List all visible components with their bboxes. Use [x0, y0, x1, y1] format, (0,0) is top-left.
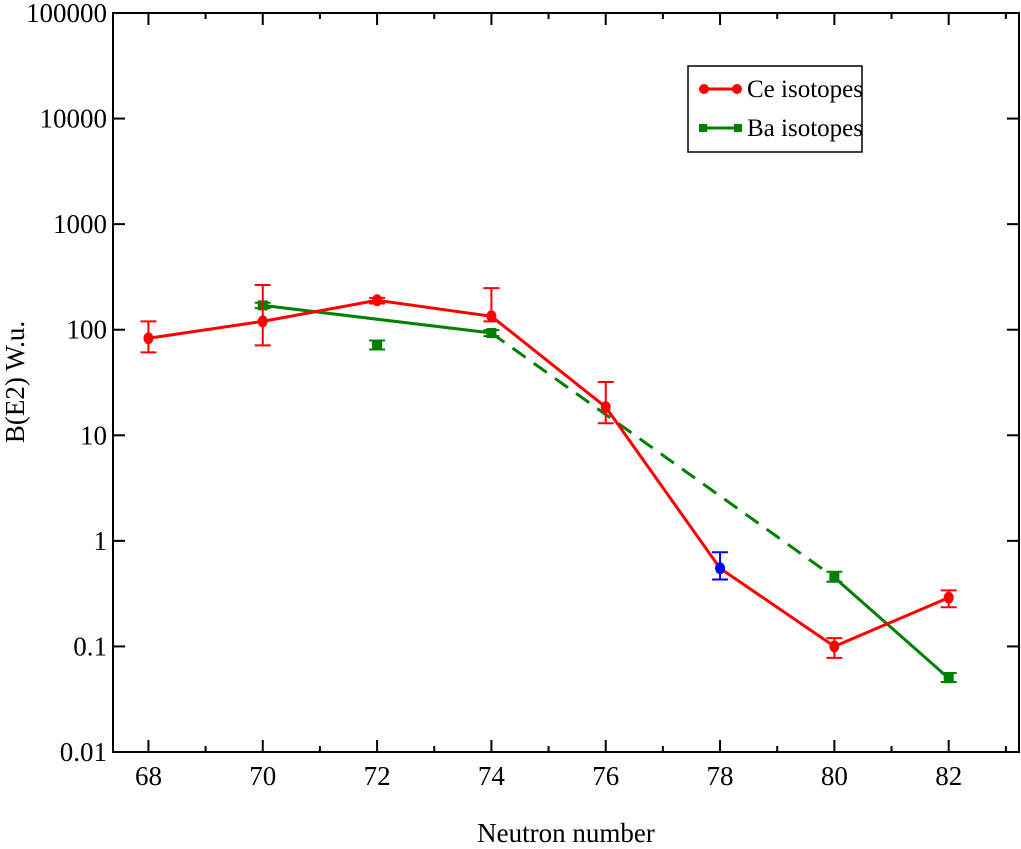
y-tick-label: 0.1 [73, 631, 107, 661]
x-tick-label: 72 [364, 761, 391, 791]
x-axis-title: Neutron number [477, 818, 655, 848]
y-tick-label: 0.01 [60, 737, 107, 767]
ce-data-point [829, 640, 840, 653]
ba-data-point [829, 572, 840, 583]
x-tick-label: 74 [478, 761, 506, 791]
x-tick-label: 68 [135, 761, 162, 791]
legend-marker-ce [699, 84, 709, 94]
legend-label-ce: Ce isotopes [747, 76, 863, 103]
y-tick-label: 100000 [26, 0, 107, 28]
ba-series-line [833, 576, 950, 680]
ce-data-point [486, 310, 497, 323]
ba-series-line [262, 303, 492, 335]
ba-series-line [490, 331, 836, 579]
y-axis-title: B(E2) W.u. [0, 321, 30, 443]
y-tick-label: 10000 [40, 104, 108, 134]
legend-label-ba: Ba isotopes [747, 115, 863, 142]
ce-data-point [943, 591, 954, 604]
ba-data-point [372, 340, 383, 351]
plot-frame [112, 12, 1020, 753]
legend-box [687, 65, 863, 153]
x-tick-label: 78 [707, 761, 734, 791]
legend-marker-ce [732, 84, 742, 94]
y-tick-label: 1000 [53, 209, 107, 239]
legend: Ce isotopes Ba isotopes [687, 65, 863, 153]
x-tick-label: 76 [592, 761, 619, 791]
legend-marker-ba [734, 124, 742, 132]
ce-data-point [715, 562, 726, 575]
ce-series-line [148, 298, 950, 649]
x-tick-label: 80 [821, 761, 848, 791]
y-tick-label: 10 [80, 420, 107, 450]
ce-data-point [257, 315, 268, 328]
ce-data-point [600, 401, 611, 414]
x-tick-label: 70 [249, 761, 276, 791]
x-tick-label: 82 [935, 761, 962, 791]
legend-marker-ba [699, 124, 707, 132]
ba-data-point [486, 328, 497, 339]
ce-data-point [372, 294, 383, 307]
y-tick-label: 100 [67, 315, 108, 345]
ba-data-point [943, 673, 954, 684]
ce-data-point [143, 332, 154, 345]
y-tick-label: 1 [94, 526, 108, 556]
